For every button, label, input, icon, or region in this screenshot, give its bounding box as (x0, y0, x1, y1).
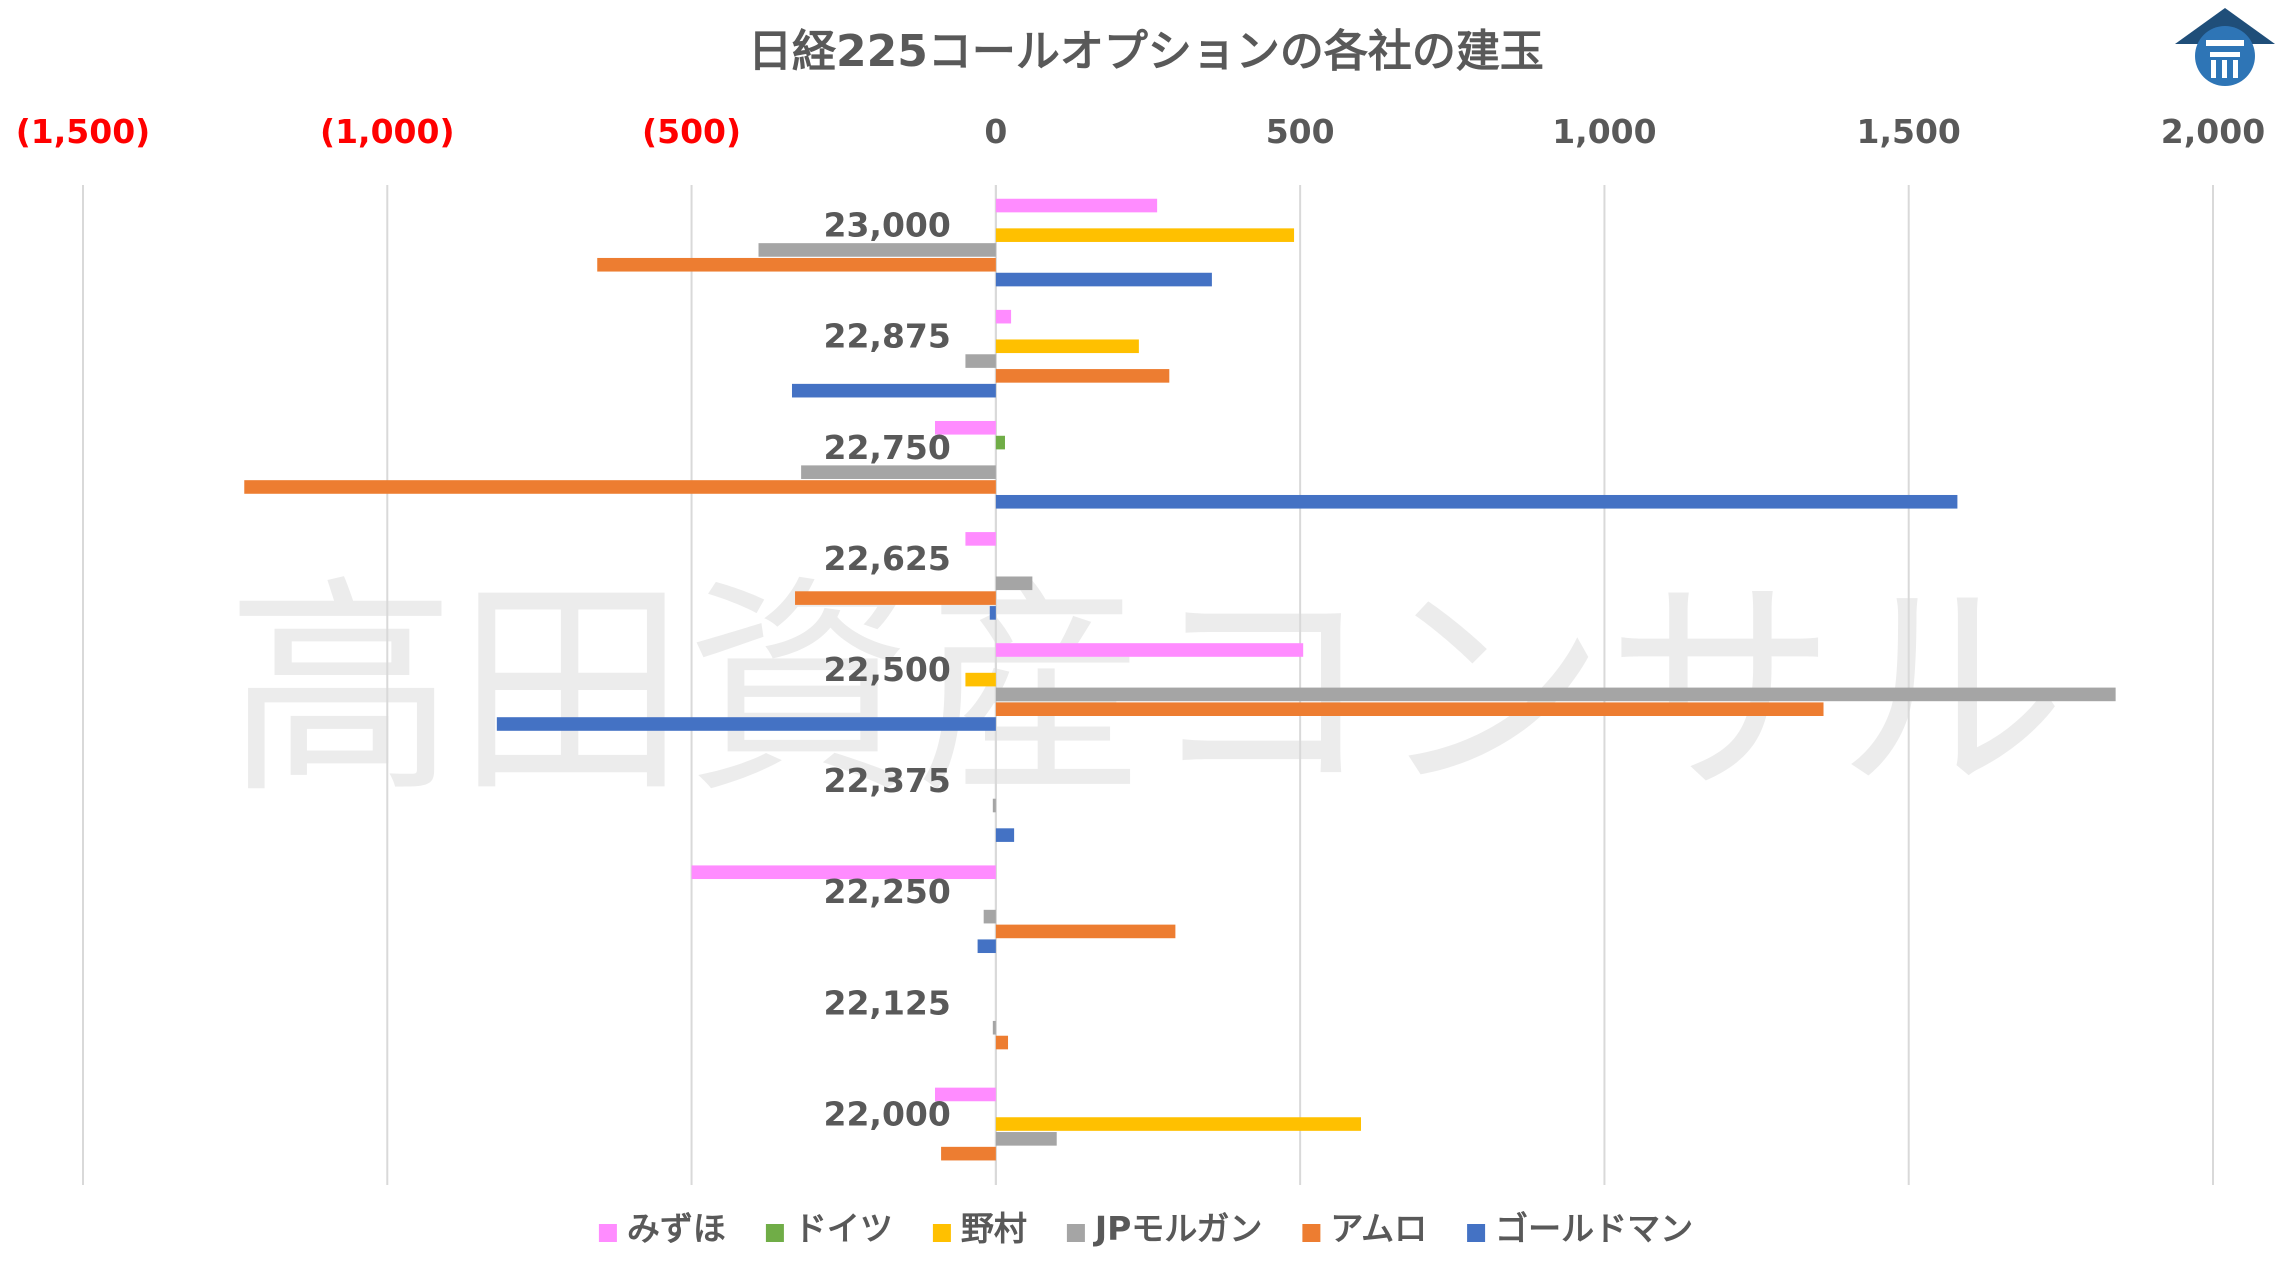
bar (995, 339, 1139, 354)
bar (995, 1035, 1009, 1050)
legend-item: みずほ (598, 1209, 726, 1248)
category-label: 22,375 (824, 761, 951, 800)
category-label: 22,750 (824, 428, 951, 467)
bar (791, 383, 996, 398)
bar (995, 687, 2116, 702)
bar (496, 717, 996, 731)
x-tick-label: 2,000 (2161, 112, 2265, 151)
bar (244, 480, 996, 494)
x-tick-label: 500 (1266, 112, 1335, 151)
bar (597, 257, 996, 272)
legend-item: アムロ (1302, 1209, 1427, 1248)
chart-title: 日経225コールオプションの各社の建玉 (748, 26, 1544, 77)
bar (691, 865, 996, 880)
bar (995, 576, 1033, 591)
bar (995, 198, 1158, 213)
legend-label: みずほ (627, 1209, 726, 1248)
category-label: 22,625 (824, 539, 951, 578)
category-label: 22,500 (824, 650, 951, 689)
legend-swatch (1467, 1224, 1486, 1242)
bar (995, 1117, 1361, 1131)
company-logo-icon (2175, 8, 2275, 86)
bar (801, 465, 996, 479)
legend-label: アムロ (1330, 1209, 1427, 1248)
bar (965, 672, 996, 687)
category-label: 22,000 (824, 1094, 951, 1133)
bar (965, 532, 996, 546)
category-labels: 23,000 22,875 22,750 22,625 22,500 22,375 22,2… (824, 206, 951, 1134)
category-label: 22,250 (824, 872, 951, 911)
bar (992, 798, 996, 813)
legend-label: ゴールドマン (1495, 1209, 1693, 1248)
bar (935, 1087, 996, 1102)
legend-label: 野村 (961, 1209, 1027, 1248)
category-label: 22,125 (824, 983, 951, 1022)
legend-label: ドイツ (794, 1209, 893, 1248)
bar (983, 909, 996, 924)
bar (941, 1146, 996, 1161)
legend: みずほ ドイツ 野村 JPモルガン アムロ ゴールドマン (598, 1209, 1693, 1248)
category-label: 22,875 (824, 317, 951, 356)
legend-item: ゴールドマン (1467, 1209, 1693, 1248)
legend-swatch (765, 1224, 784, 1242)
legend-label: JPモルガン (1093, 1209, 1262, 1248)
bar (965, 354, 996, 368)
bar (995, 828, 1015, 842)
legend-item: 野村 (932, 1209, 1027, 1248)
bars (244, 198, 2116, 1161)
bar (995, 228, 1295, 242)
legend-swatch (598, 1224, 617, 1242)
x-tick-label: 1,000 (1552, 112, 1656, 151)
bar (995, 1132, 1057, 1146)
legend-swatch (932, 1224, 951, 1242)
legend-swatch (1302, 1224, 1321, 1242)
bar (995, 702, 1824, 716)
bar (758, 243, 996, 257)
x-tick-label: 0 (984, 112, 1007, 151)
bar (935, 420, 996, 435)
bar (795, 591, 996, 605)
bar (995, 309, 1012, 324)
bar (995, 369, 1170, 383)
legend-item: JPモルガン (1066, 1209, 1262, 1248)
legend-swatch (1066, 1224, 1085, 1242)
bar (995, 435, 1005, 450)
bar (977, 939, 996, 954)
legend-item: ドイツ (765, 1209, 893, 1248)
bar (995, 272, 1212, 287)
x-tick-label: (500) (642, 112, 741, 151)
x-axis-ticks: (1,500) (1,000) (500) 0 500 1,000 1,500 2,000 (16, 112, 2265, 151)
x-tick-label: (1,000) (320, 112, 455, 151)
bar (995, 643, 1304, 657)
bar (995, 494, 1958, 509)
x-tick-label: 1,500 (1857, 112, 1961, 151)
category-label: 23,000 (824, 206, 951, 245)
bar (995, 924, 1176, 939)
bar (989, 606, 996, 620)
bar (992, 1020, 996, 1035)
x-tick-label: (1,500) (16, 112, 151, 151)
